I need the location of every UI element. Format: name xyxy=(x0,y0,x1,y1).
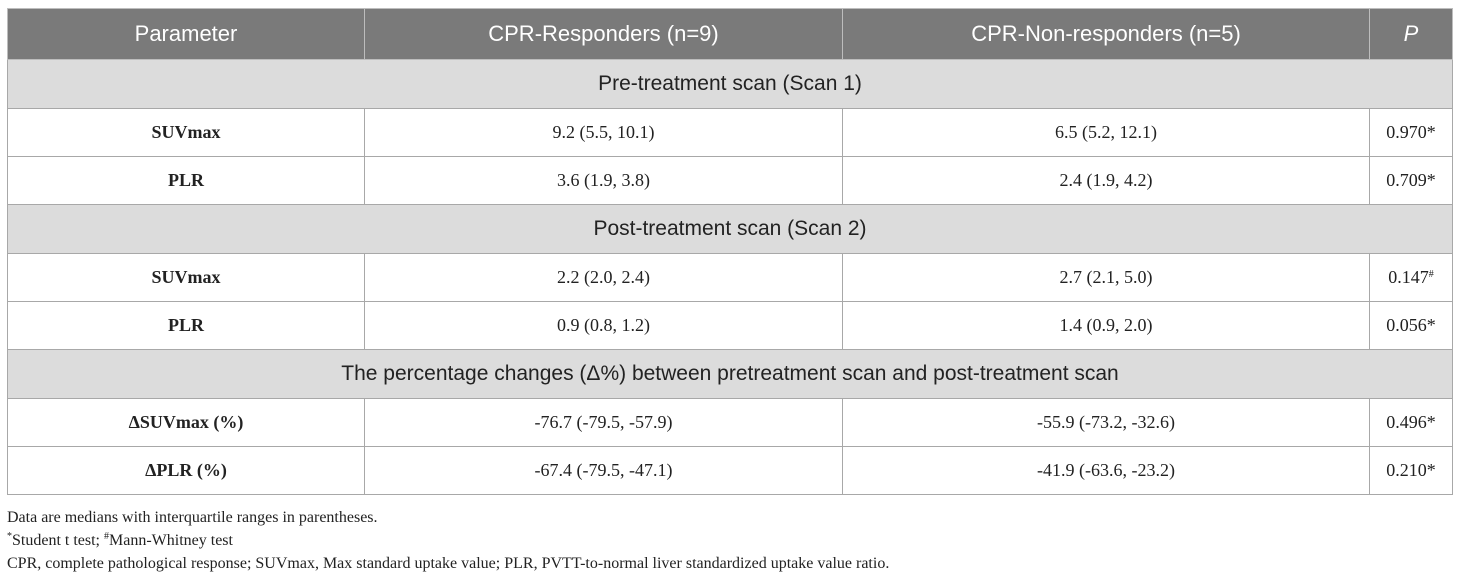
p-value: 0.210 xyxy=(1386,460,1427,480)
p-mark: * xyxy=(1426,170,1436,190)
p-value-cell: 0.709* xyxy=(1369,156,1453,205)
p-mark: * xyxy=(1426,122,1436,142)
table-row: ΔSUVmax (%) -76.7 (-79.5, -57.9) -55.9 (… xyxy=(7,398,1453,447)
p-value-cell: 0.970* xyxy=(1369,108,1453,157)
parameter-cell: ΔSUVmax (%) xyxy=(7,398,365,447)
header-non-responders: CPR-Non-responders (n=5) xyxy=(842,8,1370,60)
table-row: SUVmax 2.2 (2.0, 2.4) 2.7 (2.1, 5.0) 0.1… xyxy=(7,253,1453,302)
section-row: The percentage changes (Δ%) between pret… xyxy=(7,349,1453,399)
p-mark: * xyxy=(1426,315,1436,335)
section-row: Post-treatment scan (Scan 2) xyxy=(7,204,1453,254)
p-mark: * xyxy=(1426,412,1436,432)
results-table: Parameter CPR-Responders (n=9) CPR-Non-r… xyxy=(7,8,1453,495)
non-responders-cell: -55.9 (-73.2, -32.6) xyxy=(842,398,1370,447)
parameter-cell: PLR xyxy=(7,301,365,350)
parameter-cell: PLR xyxy=(7,156,365,205)
header-p-value: P xyxy=(1369,8,1453,60)
section-title: Post-treatment scan (Scan 2) xyxy=(7,204,1453,254)
p-value: 0.496 xyxy=(1386,412,1427,432)
p-value-cell: 0.147# xyxy=(1369,253,1453,302)
footnote-student-text: Student t test; xyxy=(12,532,104,549)
p-value: 0.709 xyxy=(1386,170,1427,190)
table-footnotes: Data are medians with interquartile rang… xyxy=(7,506,889,575)
responders-cell: 2.2 (2.0, 2.4) xyxy=(364,253,843,302)
responders-cell: 3.6 (1.9, 3.8) xyxy=(364,156,843,205)
p-value: 0.147 xyxy=(1388,267,1429,287)
p-mark: # xyxy=(1428,269,1434,280)
parameter-cell: SUVmax xyxy=(7,108,365,157)
p-value: 0.056 xyxy=(1386,315,1427,335)
table-row: ΔPLR (%) -67.4 (-79.5, -47.1) -41.9 (-63… xyxy=(7,446,1453,495)
non-responders-cell: 1.4 (0.9, 2.0) xyxy=(842,301,1370,350)
footnote-mark-student: * xyxy=(7,531,12,542)
footnote-tests: *Student t test; #Mann-Whitney test xyxy=(7,529,889,552)
non-responders-cell: 2.4 (1.9, 4.2) xyxy=(842,156,1370,205)
section-title: Pre-treatment scan (Scan 1) xyxy=(7,59,1453,109)
p-value: 0.970 xyxy=(1386,122,1427,142)
responders-cell: 0.9 (0.8, 1.2) xyxy=(364,301,843,350)
p-value-cell: 0.496* xyxy=(1369,398,1453,447)
p-mark: * xyxy=(1426,460,1436,480)
non-responders-cell: 2.7 (2.1, 5.0) xyxy=(842,253,1370,302)
p-value-cell: 0.056* xyxy=(1369,301,1453,350)
section-title: The percentage changes (Δ%) between pret… xyxy=(7,349,1453,399)
non-responders-cell: 6.5 (5.2, 12.1) xyxy=(842,108,1370,157)
parameter-cell: SUVmax xyxy=(7,253,365,302)
footnote-mark-mann-whitney: # xyxy=(104,531,109,542)
responders-cell: -76.7 (-79.5, -57.9) xyxy=(364,398,843,447)
p-value-cell: 0.210* xyxy=(1369,446,1453,495)
non-responders-cell: -41.9 (-63.6, -23.2) xyxy=(842,446,1370,495)
table-row: SUVmax 9.2 (5.5, 10.1) 6.5 (5.2, 12.1) 0… xyxy=(7,108,1453,157)
header-row: Parameter CPR-Responders (n=9) CPR-Non-r… xyxy=(7,8,1453,60)
header-parameter: Parameter xyxy=(7,8,365,60)
footnote-abbreviations: CPR, complete pathological response; SUV… xyxy=(7,555,890,572)
table-row: PLR 3.6 (1.9, 3.8) 2.4 (1.9, 4.2) 0.709* xyxy=(7,156,1453,205)
table-row: PLR 0.9 (0.8, 1.2) 1.4 (0.9, 2.0) 0.056* xyxy=(7,301,1453,350)
parameter-cell: ΔPLR (%) xyxy=(7,446,365,495)
responders-cell: -67.4 (-79.5, -47.1) xyxy=(364,446,843,495)
responders-cell: 9.2 (5.5, 10.1) xyxy=(364,108,843,157)
footnote-mann-whitney-text: Mann-Whitney test xyxy=(109,532,233,549)
footnote-data-description: Data are medians with interquartile rang… xyxy=(7,509,378,526)
header-responders: CPR-Responders (n=9) xyxy=(364,8,843,60)
section-row: Pre-treatment scan (Scan 1) xyxy=(7,59,1453,109)
